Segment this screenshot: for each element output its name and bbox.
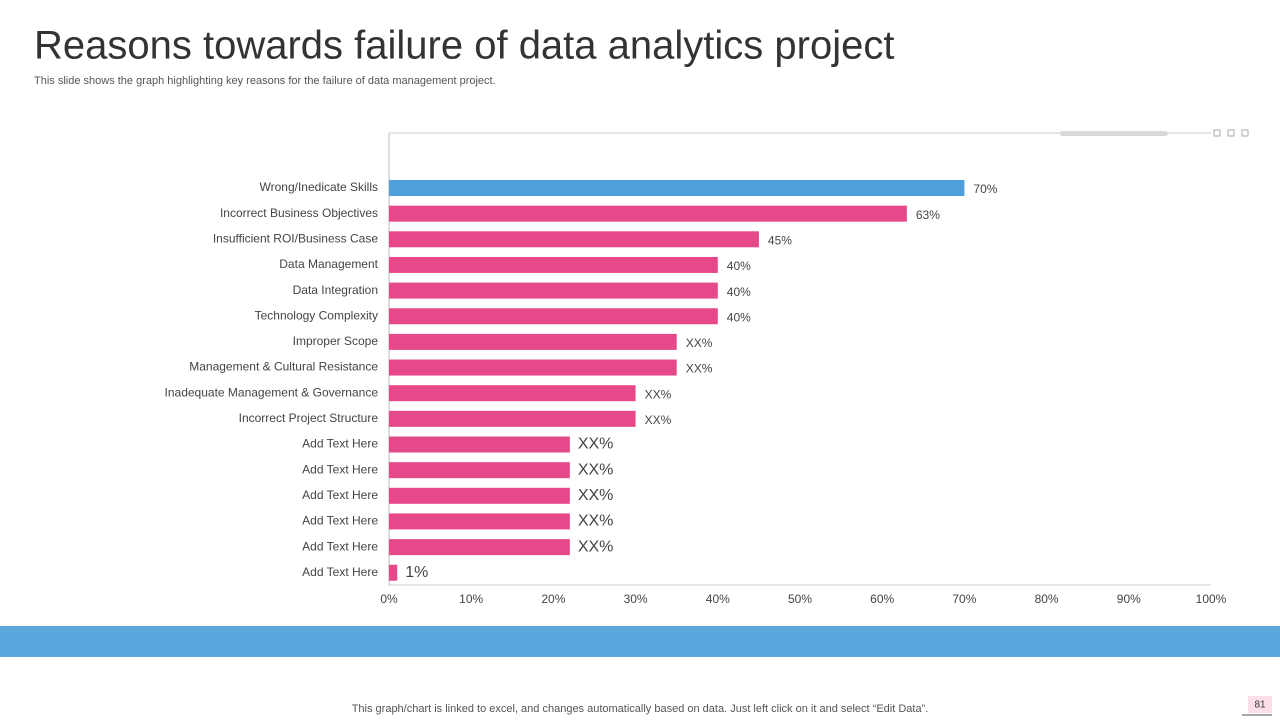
footer-note: This graph/chart is linked to excel, and…	[352, 703, 929, 715]
bar	[389, 256, 718, 273]
category-label: Data Management	[279, 257, 378, 271]
bar	[389, 462, 570, 479]
bar	[389, 308, 718, 325]
category-label: Data Integration	[293, 283, 378, 297]
category-label: Add Text Here	[302, 539, 378, 553]
value-label: XX%	[578, 538, 614, 555]
x-tick-label: 30%	[624, 592, 648, 606]
title: Reasons towards failure of data analytic…	[34, 24, 894, 68]
category-label: Incorrect Project Structure	[239, 411, 379, 425]
x-tick-label: 20%	[541, 592, 565, 606]
value-label: XX%	[578, 461, 614, 478]
category-label: Inadequate Management & Governance	[165, 385, 379, 399]
category-label: Wrong/Inedicate Skills	[260, 180, 379, 194]
bar	[389, 410, 636, 427]
bar	[389, 436, 570, 453]
bar	[389, 205, 907, 222]
category-label: Add Text Here	[302, 514, 378, 528]
x-tick-label: 100%	[1196, 592, 1227, 606]
value-label: XX%	[645, 413, 672, 427]
footer-band	[0, 626, 1280, 657]
category-label: Add Text Here	[302, 488, 378, 502]
value-label: 63%	[916, 208, 940, 222]
value-label: XX%	[645, 387, 672, 401]
x-tick-label: 10%	[459, 592, 483, 606]
value-label: 40%	[727, 285, 751, 299]
bar	[389, 539, 570, 556]
category-label: Incorrect Business Objectives	[220, 206, 378, 220]
value-label: 70%	[973, 182, 997, 196]
bar	[389, 180, 965, 196]
x-tick-label: 40%	[706, 592, 730, 606]
value-label: 40%	[727, 310, 751, 324]
category-label: Add Text Here	[302, 437, 378, 451]
value-label: XX%	[578, 513, 614, 530]
x-tick-label: 0%	[380, 592, 398, 606]
handle	[1227, 129, 1235, 137]
value-label: XX%	[686, 336, 713, 350]
category-label: Improper Scope	[293, 334, 379, 348]
x-tick-label: 80%	[1035, 592, 1059, 606]
page-number-box	[1248, 696, 1272, 713]
value-label: 40%	[727, 259, 751, 273]
category-label: Add Text Here	[302, 565, 378, 579]
category-label: Insufficient ROI/Business Case	[213, 231, 379, 245]
bar	[389, 231, 759, 248]
category-label: Management & Cultural Resistance	[189, 360, 378, 374]
bar	[389, 282, 718, 299]
scrollbar	[1060, 131, 1168, 136]
bar	[389, 564, 398, 581]
bar	[389, 487, 570, 504]
bar	[389, 359, 677, 376]
value-label: XX%	[578, 436, 614, 453]
category-label: Technology Complexity	[255, 308, 378, 322]
bar	[389, 513, 570, 530]
handle	[1213, 129, 1221, 137]
handle	[1241, 129, 1249, 137]
value-label: 1%	[405, 564, 428, 581]
x-tick-label: 50%	[788, 592, 812, 606]
bar	[389, 385, 636, 402]
bar	[389, 333, 677, 350]
page-number: 81	[1254, 700, 1266, 711]
x-tick-label: 60%	[870, 592, 894, 606]
value-label: 45%	[768, 233, 792, 247]
subtitle: This slide shows the graph highlighting …	[34, 75, 496, 87]
value-label: XX%	[686, 362, 713, 376]
x-tick-label: 70%	[952, 592, 976, 606]
value-label: XX%	[578, 487, 614, 504]
category-label: Add Text Here	[302, 462, 378, 476]
x-tick-label: 90%	[1117, 592, 1141, 606]
